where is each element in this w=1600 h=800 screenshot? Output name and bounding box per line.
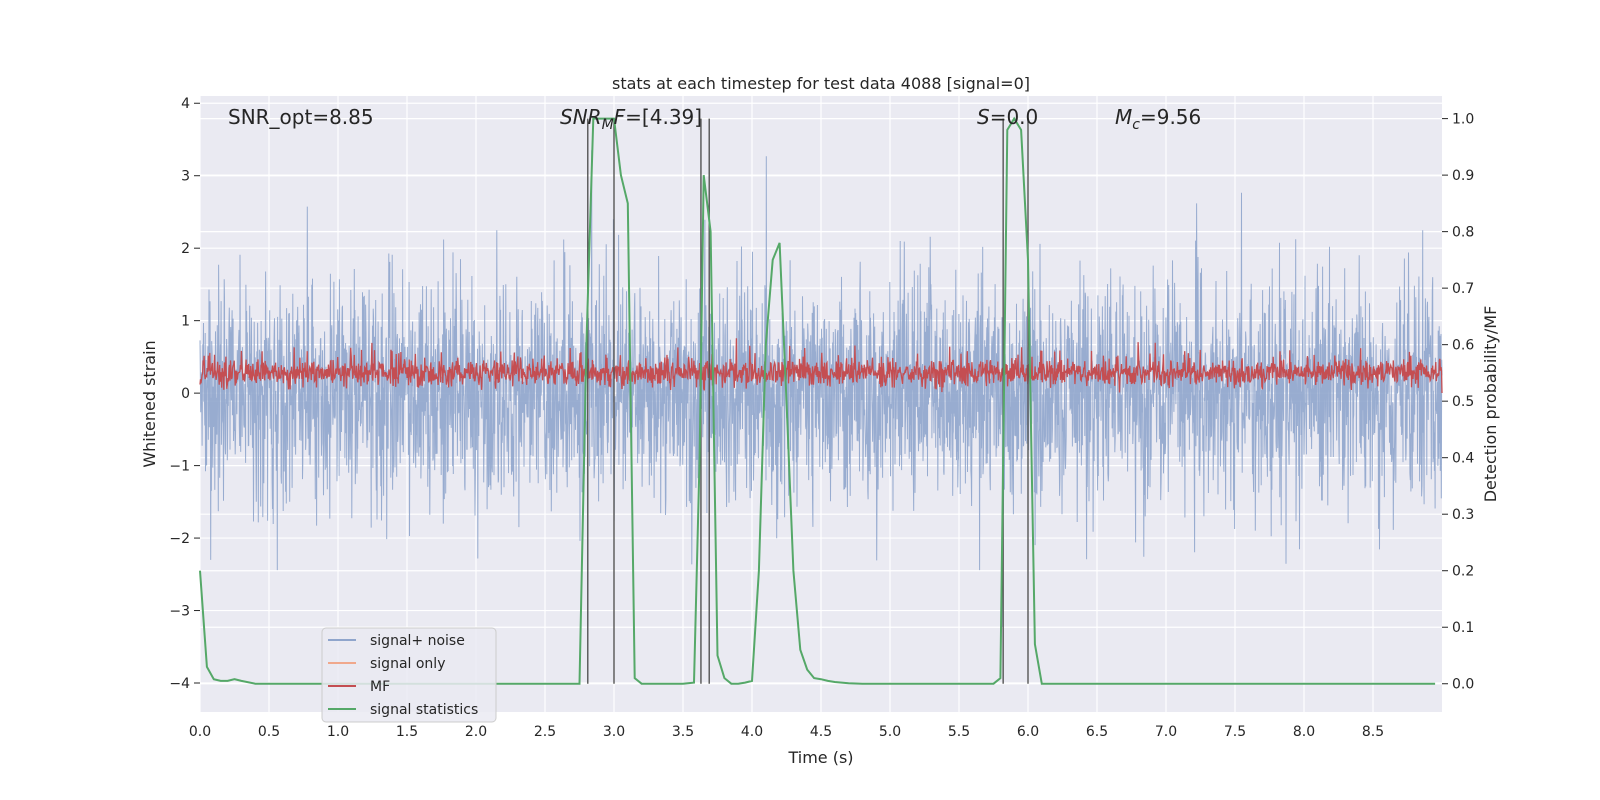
y-axis-label-right: Detection probability/MF [1481, 306, 1500, 503]
y-tick-label-right: 0.9 [1452, 168, 1474, 184]
annotation-snr-mf: SNRMF=[4.39] [560, 105, 702, 133]
y-tick-label-left: −1 [169, 459, 190, 475]
mf-trace [199, 338, 1443, 394]
x-tick-label: 2.5 [534, 724, 556, 740]
y-tick-label-right: 0.7 [1452, 281, 1474, 297]
annotation-snr-opt: SNR_opt=8.85 [228, 105, 374, 129]
x-tick-label: 4.0 [741, 724, 763, 740]
y-tick-label-right: 0.0 [1452, 677, 1474, 693]
x-tick-label: 4.5 [810, 724, 832, 740]
x-tick-label: 5.5 [948, 724, 970, 740]
x-tick-label: 2.0 [465, 724, 487, 740]
y-tick-label-left: 4 [181, 96, 190, 112]
legend-box [321, 627, 497, 723]
x-tick-label: 6.0 [1017, 724, 1039, 740]
x-tick-label: 1.5 [396, 724, 418, 740]
x-tick-label: 3.5 [672, 724, 694, 740]
x-tick-label: 1.0 [327, 724, 349, 740]
y-tick-label-left: 1 [181, 314, 190, 330]
legend-label-noise: signal+ noise [370, 633, 465, 649]
mf-series [199, 338, 1443, 394]
legend-label-stats: signal statistics [370, 702, 478, 718]
y-tick-label-left: 0 [181, 386, 190, 402]
x-tick-label: 0.0 [189, 724, 211, 740]
x-tick-label: 7.0 [1155, 724, 1177, 740]
y-tick-label-right: 0.3 [1452, 507, 1474, 523]
y-tick-label-left: −2 [169, 531, 190, 547]
y-axis-label-left: Whitened strain [140, 340, 159, 467]
y-tick-label-right: 0.1 [1452, 620, 1474, 636]
x-ticks: 0.0 0.5 1.0 1.5 2.0 2.5 3.0 3.5 4.0 4.5 5.0 5.5 6.0 6… [189, 724, 1384, 740]
legend-label-signal-only: signal only [370, 656, 445, 672]
y-tick-label-right: 0.4 [1452, 451, 1474, 467]
annotation-s: S=0.0 [977, 105, 1038, 129]
y-ticks-left: 4 3 2 1 0 −1 −2 −3 −4 [169, 96, 200, 692]
y-tick-label-left: −3 [169, 604, 190, 620]
chart-title: stats at each timestep for test data 408… [612, 74, 1030, 93]
y-tick-label-left: 2 [181, 241, 190, 257]
x-tick-label: 6.5 [1086, 724, 1108, 740]
x-tick-label: 8.0 [1293, 724, 1315, 740]
x-tick-label: 3.0 [603, 724, 625, 740]
y-tick-label-left: 3 [181, 169, 190, 185]
x-axis-label: Time (s) [787, 748, 853, 767]
x-tick-label: 0.5 [258, 724, 280, 740]
y-tick-label-right: 0.5 [1452, 394, 1474, 410]
annotation-mc: Mc=9.56 [1115, 105, 1201, 133]
y-tick-label-right: 0.6 [1452, 338, 1474, 354]
y-tick-label-right: 1.0 [1452, 112, 1474, 128]
x-tick-label: 5.0 [879, 724, 901, 740]
legend: signal+ noise signal only MF signal stat… [321, 627, 497, 723]
x-tick-label: 8.5 [1362, 724, 1384, 740]
y-ticks-right: 1.0 0.9 0.8 0.7 0.6 0.5 0.4 0.3 0.2 0.1 0.0 [1442, 112, 1474, 693]
y-tick-label-left: −4 [169, 676, 190, 692]
y-tick-label-right: 0.8 [1452, 225, 1474, 241]
y-tick-label-right: 0.2 [1452, 564, 1474, 580]
x-tick-label: 7.5 [1224, 724, 1246, 740]
legend-label-mf: MF [370, 679, 390, 695]
